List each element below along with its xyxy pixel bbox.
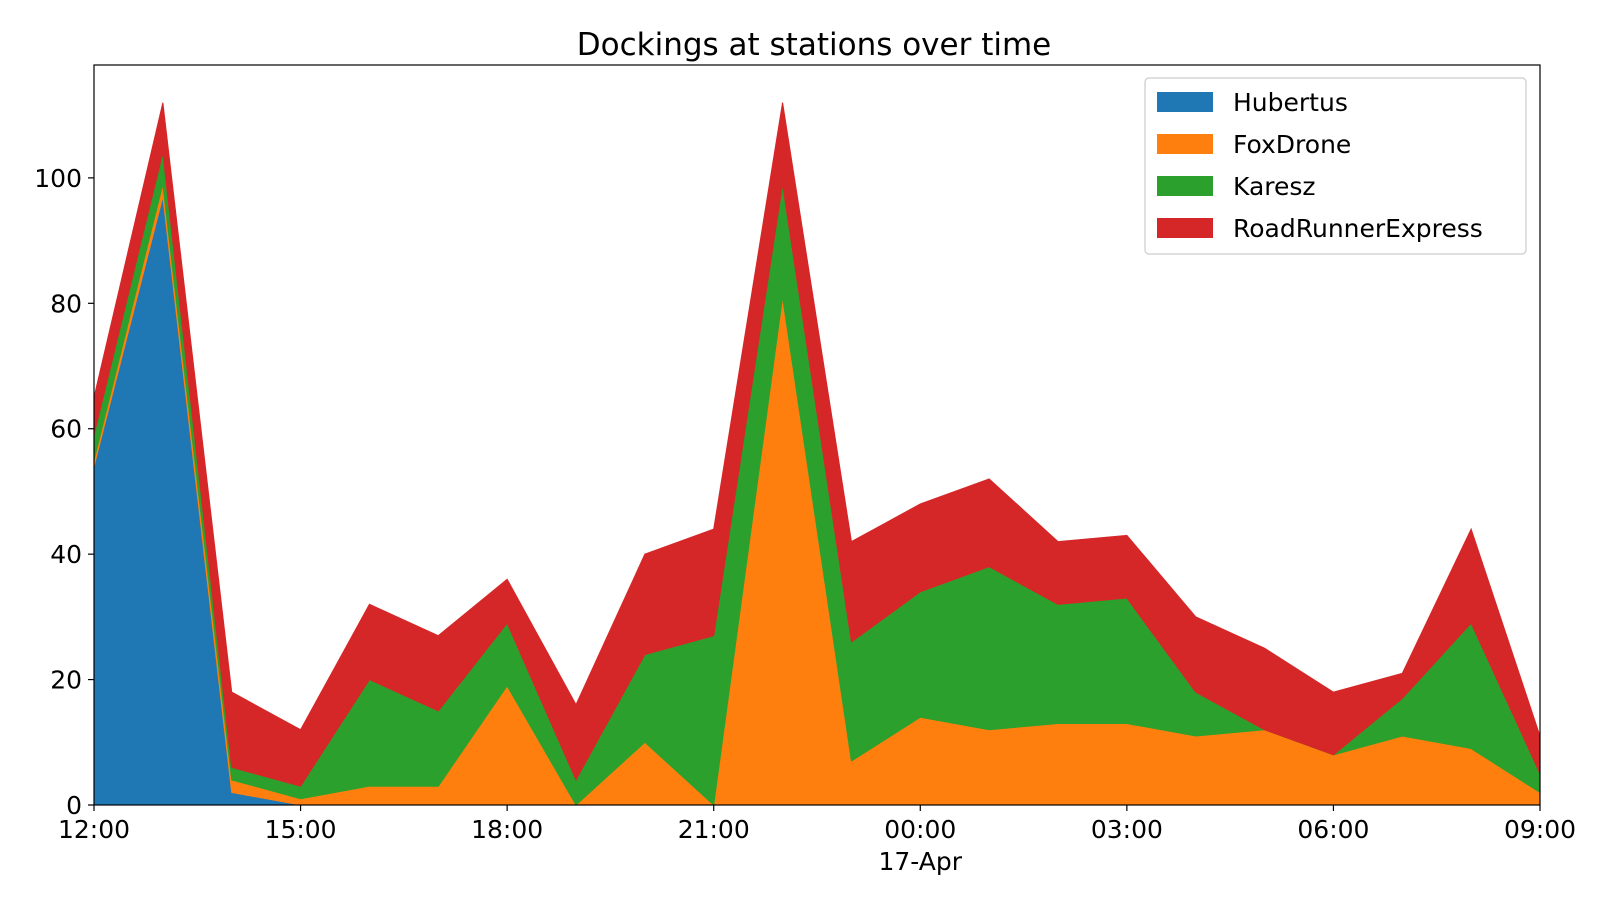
x-tick-label: 21:00 (678, 815, 750, 844)
plot-frame (93, 64, 1541, 806)
legend-label-hubertus: Hubertus (1233, 88, 1348, 117)
legend-label-foxdrone: FoxDrone (1233, 130, 1351, 159)
x-tick-label: 15:00 (265, 815, 337, 844)
y-axis: 0 20 40 60 80 100 (34, 164, 94, 820)
x-axis: 12:00 15:00 18:00 21:00 00:00 03:00 06:00 09:00… (58, 805, 1576, 876)
x-date-label: 17-Apr (879, 847, 963, 876)
legend-box (1144, 77, 1527, 255)
y-tick-label: 40 (50, 540, 82, 569)
x-tick-label: 18:00 (471, 815, 543, 844)
y-tick-label: 80 (50, 289, 82, 318)
legend-swatch-foxdrone (1157, 134, 1213, 154)
legend-swatch-roadrunnerexpress (1157, 218, 1213, 238)
y-tick-label: 60 (50, 415, 82, 444)
legend-swatch-karesz (1157, 176, 1213, 196)
legend-label-karesz: Karesz (1233, 172, 1316, 201)
chart-title: Dockings at stations over time (577, 27, 1052, 63)
legend-label-roadrunnerexpress: RoadRunnerExpress (1233, 214, 1483, 243)
y-tick-label: 100 (34, 164, 82, 193)
legend-swatch-hubertus (1157, 92, 1213, 112)
x-tick-label: 09:00 (1504, 815, 1576, 844)
y-tick-label: 0 (66, 791, 82, 820)
y-tick-label: 20 (50, 666, 82, 695)
legend: Hubertus FoxDrone Karesz RoadRunnerExpress (1144, 77, 1527, 255)
x-tick-label: 00:00 (884, 815, 956, 844)
x-tick-label: 06:00 (1297, 815, 1369, 844)
x-tick-label: 03:00 (1091, 815, 1163, 844)
x-tick-label: 12:00 (58, 815, 130, 844)
